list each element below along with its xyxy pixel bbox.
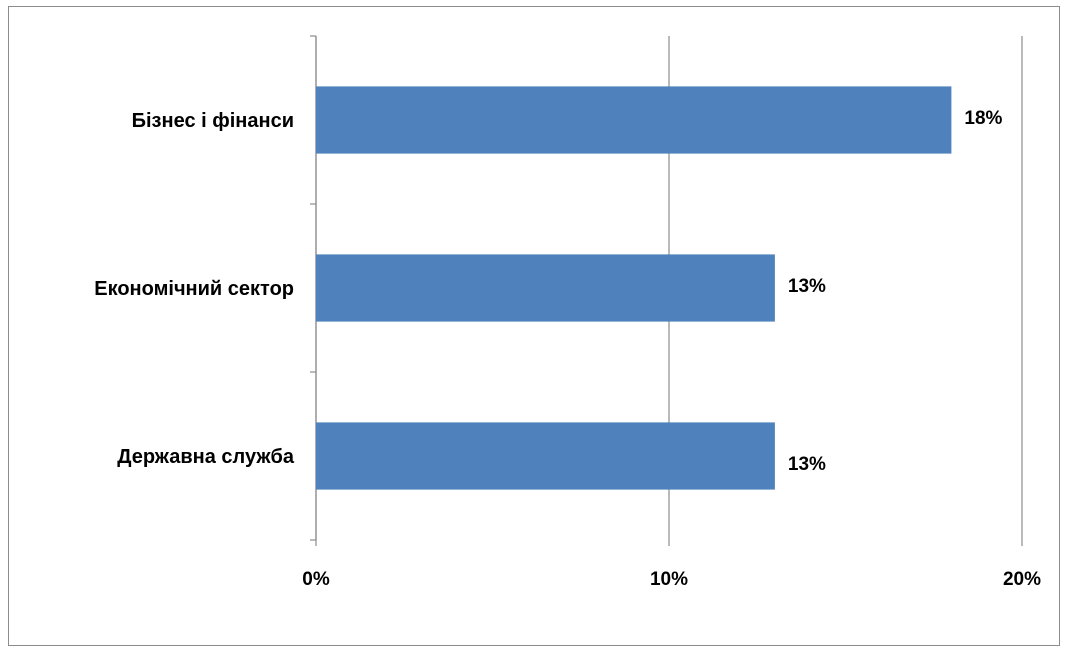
bar[interactable] [316, 422, 775, 490]
x-tick-label: 20% [1003, 569, 1041, 590]
data-label: 13% [788, 454, 826, 475]
category-label: Державна служба [117, 446, 295, 468]
data-label: 13% [788, 276, 826, 297]
x-tick-label: 0% [302, 569, 330, 590]
category-label: Економічний сектор [94, 278, 294, 300]
bar[interactable] [316, 86, 952, 154]
bar[interactable] [316, 254, 775, 322]
category-label: Бізнес і фінанси [132, 110, 294, 132]
data-label: 18% [964, 108, 1002, 129]
bar-chart: Бізнес і фінанси 18% Економічний сектор 13%… [94, 35, 1041, 590]
x-tick-label: 10% [650, 569, 688, 590]
